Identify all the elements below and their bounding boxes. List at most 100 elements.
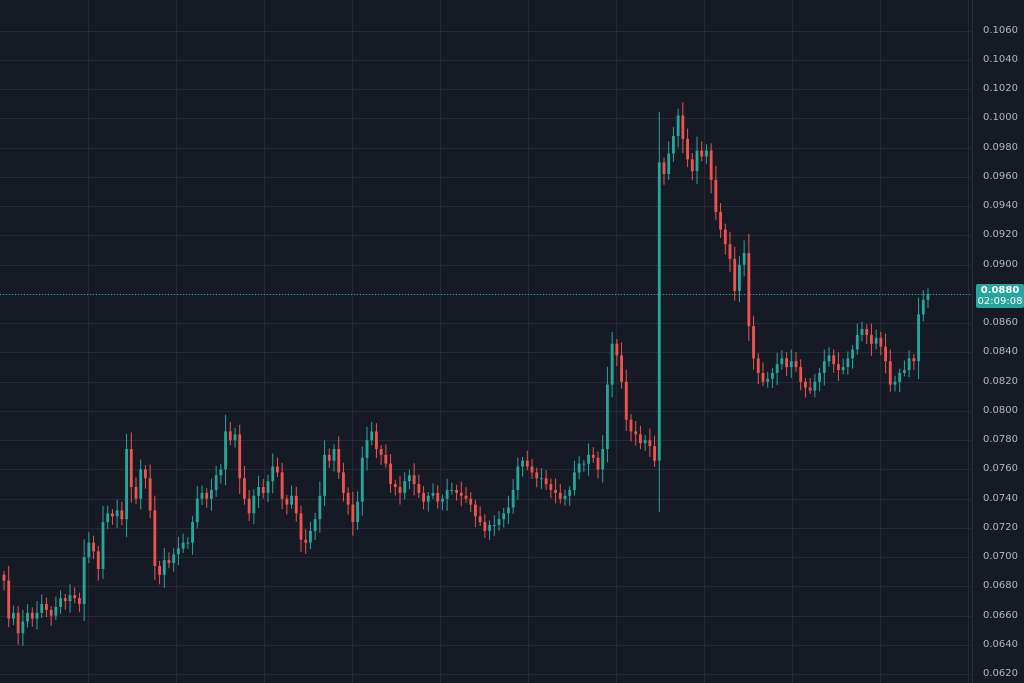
- candle-body: [926, 293, 930, 300]
- candle: [129, 432, 133, 503]
- candle-body: [507, 507, 510, 514]
- candle: [120, 501, 124, 526]
- candle-body: [596, 457, 600, 470]
- candle-body: [549, 484, 553, 490]
- candle: [243, 466, 246, 505]
- candle: [888, 349, 892, 392]
- candle: [412, 463, 416, 496]
- candle-body: [45, 604, 48, 610]
- candle-body: [535, 472, 539, 479]
- candle: [634, 421, 638, 446]
- candle-body: [907, 358, 911, 371]
- candle: [375, 423, 378, 459]
- price-tick-label: 0.0940: [983, 200, 1018, 212]
- grid-lines: [0, 0, 972, 683]
- candle-body: [714, 179, 718, 213]
- chart-plot-area[interactable]: [0, 0, 972, 683]
- candle: [761, 362, 765, 386]
- candle-body: [266, 481, 270, 493]
- candle-body: [172, 554, 176, 564]
- candle-body: [530, 466, 534, 473]
- price-axis[interactable]: 0.1060 0.1040 0.1020 0.1000 0.0980 0.0960 0.09…: [972, 0, 1024, 683]
- candle-body: [455, 489, 458, 493]
- candle-body: [818, 372, 821, 382]
- candle: [356, 491, 359, 530]
- candles: [2, 102, 930, 646]
- candle: [903, 360, 906, 377]
- candle: [502, 507, 506, 528]
- candle-body: [219, 469, 223, 476]
- candle: [153, 495, 157, 580]
- candle-body: [351, 504, 355, 523]
- candle-body: [662, 162, 666, 175]
- candle-body: [271, 466, 275, 482]
- price-tick-label: 0.0660: [983, 609, 1018, 621]
- candle-body: [337, 448, 341, 473]
- candle-body: [285, 498, 289, 505]
- candle-body: [247, 498, 251, 514]
- candle: [620, 342, 623, 389]
- candle: [573, 460, 576, 496]
- candle: [16, 605, 20, 645]
- candle: [365, 426, 369, 471]
- candle-body: [327, 454, 331, 461]
- candle-body: [723, 229, 727, 245]
- candle: [285, 494, 289, 515]
- candle-body: [898, 372, 902, 382]
- candle-body: [167, 560, 171, 564]
- candle-body: [441, 498, 444, 502]
- candle-body: [624, 381, 628, 420]
- candle-body: [808, 387, 812, 391]
- candle: [554, 478, 557, 504]
- candle: [228, 421, 232, 446]
- price-tick-label: 0.0680: [983, 580, 1018, 592]
- candle: [360, 446, 364, 516]
- price-tick-label: 0.0640: [983, 638, 1018, 650]
- price-tick-label: 0.0720: [983, 521, 1018, 533]
- candle: [582, 459, 586, 472]
- candle-body: [408, 475, 411, 482]
- candle-body: [690, 159, 694, 172]
- candle: [290, 485, 293, 509]
- candle-body: [492, 525, 496, 527]
- candle: [837, 352, 840, 381]
- candle: [695, 136, 699, 185]
- candle-body: [162, 560, 166, 575]
- candle-body: [521, 460, 524, 467]
- candle: [441, 494, 444, 511]
- candle: [200, 485, 204, 506]
- candle-body: [299, 513, 303, 540]
- candle-body: [888, 361, 892, 385]
- candle-body: [398, 487, 402, 493]
- price-tick-label: 0.0980: [983, 141, 1018, 153]
- candle: [59, 590, 62, 614]
- candle-body: [92, 542, 95, 552]
- candle-body: [464, 495, 468, 499]
- candle-body: [474, 504, 477, 517]
- candle: [492, 515, 496, 536]
- candle: [403, 472, 407, 500]
- candle-body: [813, 381, 817, 391]
- candle-body: [101, 522, 105, 569]
- candle-body: [804, 381, 807, 388]
- candle: [389, 454, 392, 493]
- candle: [544, 470, 548, 490]
- candle: [813, 373, 817, 398]
- candle: [511, 479, 515, 514]
- candle-body: [82, 557, 86, 605]
- price-tick-label: 0.0700: [983, 551, 1018, 563]
- candle-body: [860, 329, 864, 335]
- candle: [337, 436, 341, 479]
- candle-body: [879, 337, 883, 347]
- price-tick-label: 0.0620: [983, 668, 1018, 680]
- candle: [921, 290, 925, 322]
- candle: [422, 485, 425, 510]
- candle-body: [375, 431, 378, 449]
- candle-body: [540, 478, 543, 480]
- candle-body: [558, 492, 562, 499]
- candle-body: [516, 466, 520, 490]
- price-tick-label: 0.0760: [983, 463, 1018, 475]
- candle: [657, 112, 661, 512]
- candle: [827, 347, 831, 367]
